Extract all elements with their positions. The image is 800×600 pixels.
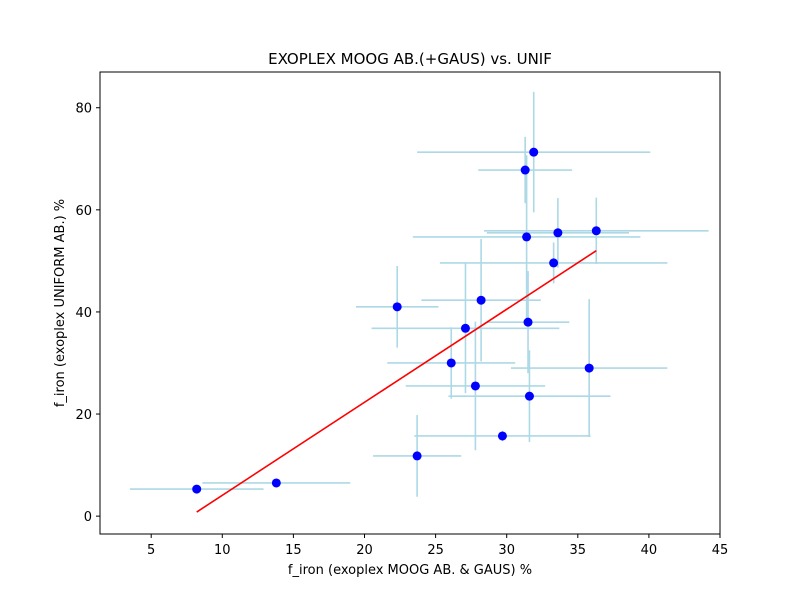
- x-tick-label: 45: [712, 543, 729, 558]
- data-point: [446, 358, 456, 368]
- data-point: [520, 165, 530, 175]
- x-tick-label: 15: [285, 543, 302, 558]
- data-point: [392, 302, 402, 312]
- x-axis-ticks: 5 10 15 20 25 30 35 40 45: [147, 534, 728, 558]
- data-point: [412, 451, 422, 461]
- y-axis-ticks: 0 20 40 60 80: [75, 102, 100, 525]
- y-tick-label: 0: [84, 510, 92, 525]
- x-tick-label: 5: [147, 543, 155, 558]
- data-point: [584, 363, 594, 373]
- x-tick-label: 20: [356, 543, 373, 558]
- data-point: [523, 317, 533, 327]
- y-tick-label: 60: [75, 204, 92, 219]
- y-axis-label: f_iron (exoplex UNIFORM AB.) %: [53, 199, 68, 407]
- data-point: [549, 258, 559, 268]
- data-point: [591, 226, 601, 236]
- x-tick-label: 35: [570, 543, 587, 558]
- data-point: [524, 391, 534, 401]
- plot-frame: [99, 71, 721, 535]
- fit-line-layer: [196, 250, 597, 513]
- data-point: [522, 232, 532, 242]
- data-point: [271, 478, 281, 488]
- data-point: [529, 147, 539, 157]
- x-tick-label: 40: [641, 543, 658, 558]
- x-axis-label: f_iron (exoplex MOOG AB. & GAUS) %: [288, 563, 532, 578]
- chart-title: EXOPLEX MOOG AB.(+GAUS) vs. UNIF: [268, 50, 552, 68]
- data-point: [497, 431, 507, 441]
- y-tick-label: 40: [75, 306, 92, 321]
- x-tick-label: 30: [498, 543, 515, 558]
- data-point: [192, 484, 202, 494]
- data-point: [476, 295, 486, 305]
- errorbars: [129, 91, 709, 497]
- data-point: [553, 228, 563, 238]
- fit-line: [196, 250, 597, 513]
- data-point: [460, 323, 470, 333]
- data-point: [470, 381, 480, 391]
- y-tick-label: 20: [75, 408, 92, 423]
- x-tick-label: 25: [427, 543, 444, 558]
- data-points: [192, 147, 601, 494]
- x-tick-label: 10: [214, 543, 231, 558]
- y-tick-label: 80: [75, 102, 92, 117]
